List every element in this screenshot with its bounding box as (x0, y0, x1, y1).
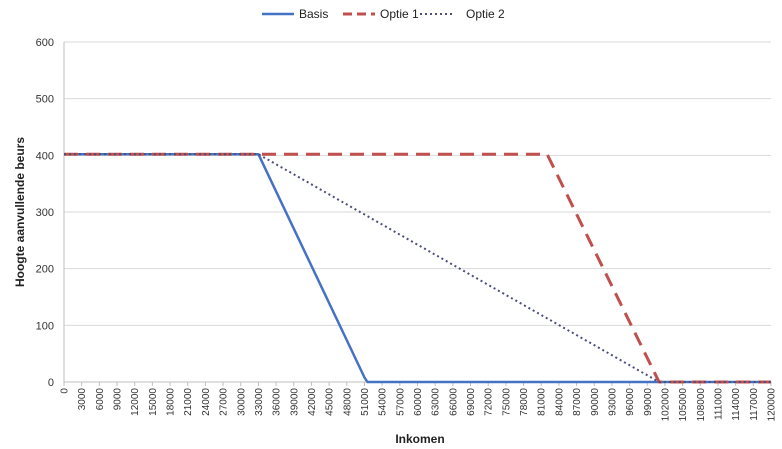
x-tick-label: 12000 (130, 388, 141, 416)
x-tick-label: 87000 (572, 388, 583, 416)
y-tick-labels: 0 100 200 300 400 500 600 (36, 37, 54, 389)
x-tick-label: 45000 (325, 388, 336, 416)
x-tick-label: 63000 (431, 388, 442, 416)
x-tick-label: 18000 (166, 388, 177, 416)
x-tick-label: 24000 (201, 388, 212, 416)
gridlines (64, 41, 771, 326)
y-tick-label: 500 (36, 94, 54, 106)
x-tick-label: 66000 (448, 388, 459, 416)
x-tick-label: 84000 (554, 388, 565, 416)
series-lines (64, 152, 771, 384)
x-tick-label: 30000 (236, 388, 247, 416)
x-tick-label: 51000 (360, 388, 371, 416)
legend-label: Optie 1 (380, 7, 419, 21)
x-tick-label: 102000 (660, 388, 671, 422)
x-tick-label: 99000 (643, 388, 654, 416)
series-line-optie-1 (64, 152, 771, 384)
x-tick-label: 21000 (183, 388, 194, 416)
x-tick-label: 36000 (272, 388, 283, 416)
x-tick-label: 120000 (767, 388, 778, 422)
y-tick-label: 200 (36, 264, 54, 276)
x-tick-label: 111000 (713, 388, 724, 420)
x-tick-label: 90000 (590, 388, 601, 416)
series-line-basis (64, 152, 771, 384)
x-tick-label: 48000 (342, 388, 353, 416)
x-tick-label: 117000 (749, 388, 760, 421)
legend-label: Optie 2 (466, 7, 505, 21)
x-tick-label: 75000 (501, 388, 512, 416)
x-tick-label: 93000 (607, 388, 618, 416)
x-tick-label: 39000 (289, 388, 300, 416)
x-tick-label: 9000 (113, 388, 124, 411)
y-tick-label: 0 (48, 377, 54, 389)
x-tick-label: 108000 (696, 388, 707, 422)
legend-label: Basis (299, 7, 328, 21)
y-tick-label: 300 (36, 207, 54, 219)
legend: Basis Optie 1 Optie 2 (262, 7, 505, 21)
x-tick-label: 54000 (378, 388, 389, 416)
x-tick-label: 3000 (77, 388, 88, 411)
x-tick-label: 78000 (519, 388, 530, 416)
y-tick-label: 100 (36, 320, 54, 332)
x-tick-label: 57000 (395, 388, 406, 416)
y-tick-label: 400 (36, 150, 54, 162)
x-tick-label: 60000 (413, 388, 424, 416)
x-tick-label: 27000 (219, 388, 230, 416)
x-tick-label: 105000 (678, 388, 689, 422)
x-tick-label: 69000 (466, 388, 477, 416)
x-tick-labels: 0 3000 6000 9000 12000 15000 18000 21000 24000 27… (60, 382, 778, 421)
x-tick-label: 0 (60, 388, 71, 394)
y-tick-label: 600 (36, 37, 54, 49)
x-tick-label: 42000 (307, 388, 318, 416)
x-tick-label: 33000 (254, 388, 265, 416)
x-tick-label: 72000 (484, 388, 495, 416)
x-tick-label: 6000 (95, 388, 106, 411)
x-tick-label: 81000 (537, 388, 548, 416)
x-axis-title: Inkomen (395, 432, 444, 446)
x-tick-label: 15000 (148, 388, 159, 416)
y-axis-title: Hoogte aanvullende beurs (13, 137, 27, 287)
series-line-optie-2 (64, 153, 771, 383)
x-tick-label: 96000 (625, 388, 636, 416)
x-tick-label: 114000 (731, 388, 742, 421)
